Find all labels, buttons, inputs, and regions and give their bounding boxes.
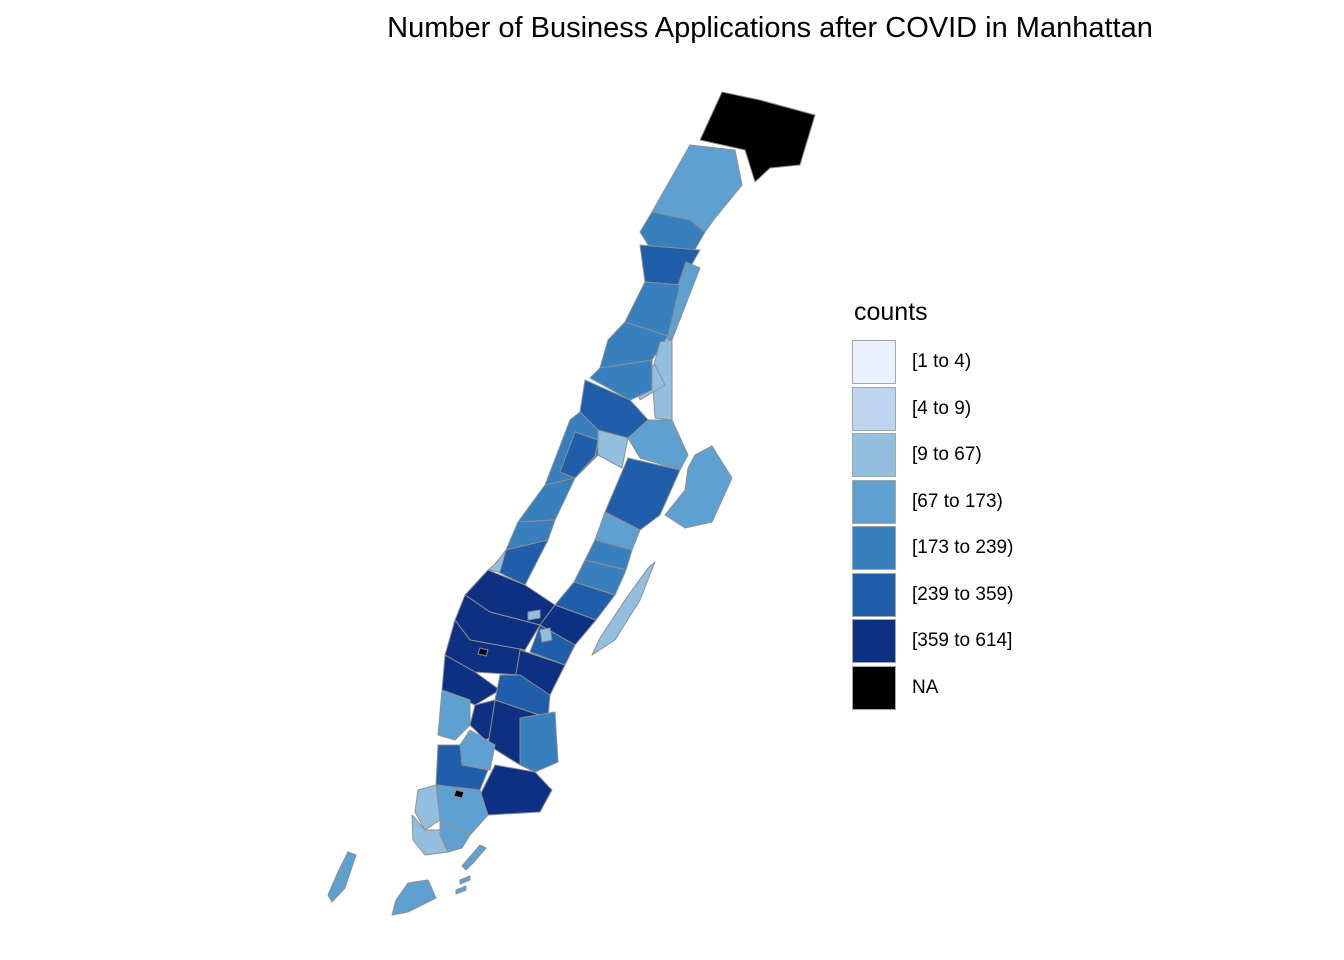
- map-region: [604, 457, 681, 531]
- legend-swatch: [852, 386, 896, 431]
- legend-swatch: [852, 619, 896, 664]
- map-region: [519, 711, 559, 773]
- map-region: [494, 674, 551, 719]
- map-region: [455, 885, 467, 895]
- legend-label: NA: [912, 676, 939, 698]
- map-region: [477, 647, 489, 657]
- legend-swatch: [852, 526, 896, 571]
- map-region: [437, 689, 471, 741]
- legend-swatch: [852, 433, 896, 478]
- legend-swatch: [852, 340, 896, 385]
- legend-swatch: [852, 665, 896, 710]
- map-region: [539, 627, 553, 643]
- map-region: [391, 879, 437, 916]
- map-region: [461, 844, 487, 871]
- map-title: Number of Business Applications after CO…: [387, 12, 1153, 44]
- legend-item: [67 to 173): [852, 479, 1013, 526]
- map-region: [664, 445, 733, 529]
- legend-label: [173 to 239): [912, 537, 1014, 559]
- map-region: [441, 654, 501, 706]
- legend-item: [173 to 239): [852, 525, 1013, 572]
- map-region: [327, 851, 357, 903]
- legend-label: [1 to 4): [912, 351, 972, 373]
- legend-label: [239 to 359): [912, 583, 1014, 605]
- legend-item: [1 to 4): [852, 339, 1013, 386]
- map-region: [414, 784, 441, 831]
- map-region: [459, 875, 471, 885]
- map-region: [559, 431, 599, 479]
- legend-label: [4 to 9): [912, 397, 972, 419]
- map-legend: counts [1 to 4) [4 to 9) [9 to 67) [67 t…: [852, 298, 1013, 711]
- legend-item: NA: [852, 665, 1013, 712]
- legend-swatch: [852, 572, 896, 617]
- map-region: [517, 477, 576, 523]
- legend-label: [9 to 67): [912, 444, 982, 466]
- legend-item: [239 to 359): [852, 572, 1013, 619]
- map-region: [527, 609, 541, 621]
- legend-swatch: [852, 479, 896, 524]
- map-region: [589, 359, 653, 401]
- map-region: [453, 789, 465, 799]
- legend-label: [67 to 173): [912, 490, 1003, 512]
- map-region: [479, 764, 553, 816]
- map-region: [439, 819, 471, 853]
- map-region: [591, 561, 656, 656]
- legend-item: [9 to 67): [852, 432, 1013, 479]
- legend-item: [359 to 614]: [852, 618, 1013, 665]
- legend-label: [359 to 614]: [912, 630, 1013, 652]
- map-region: [487, 549, 507, 573]
- map-region: [699, 91, 816, 183]
- legend-title: counts: [854, 298, 928, 326]
- legend-item: [4 to 9): [852, 386, 1013, 433]
